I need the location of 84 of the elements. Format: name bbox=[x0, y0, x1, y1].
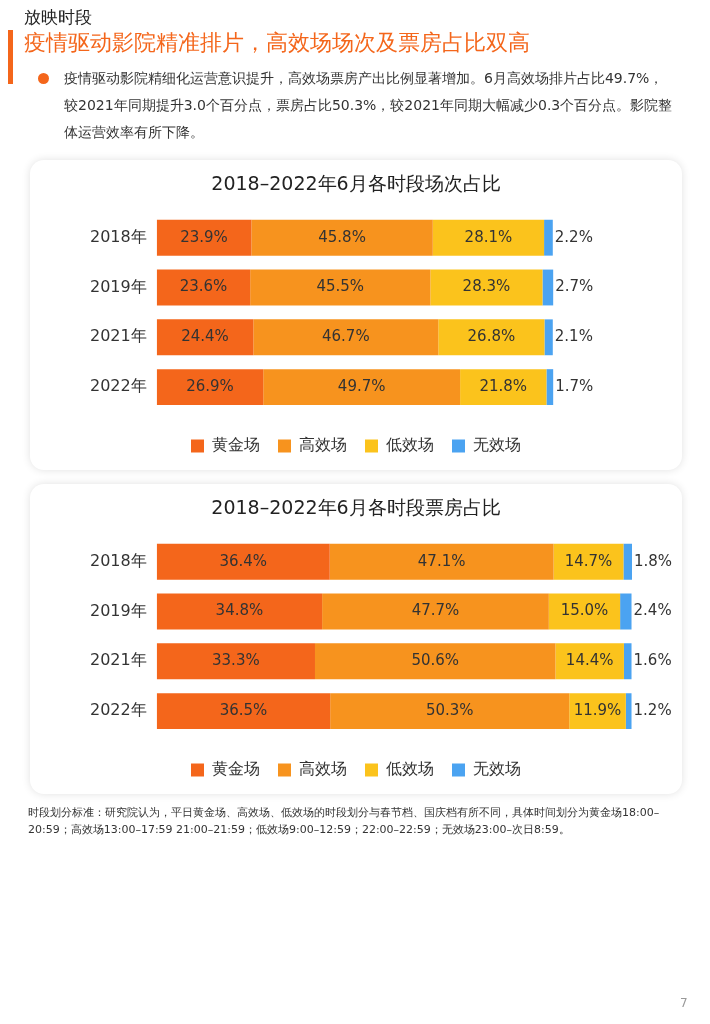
text: 时段划分标准：研究院认为，平日黄金场、高效场、低效场的时段划分与春节档、国庆档有所不同，具体时间划分为黄金场18:00–20:59；高效场13:00–17:59 21:00–21:59；低效场9:00–12:59；22:00–22:59；无效场23:00–次日8:59。 bbox=[28, 805, 661, 838]
bar bbox=[156, 593, 323, 630]
bar bbox=[438, 319, 545, 356]
bar bbox=[263, 369, 461, 406]
bar bbox=[329, 543, 554, 580]
data-label: 26.8% bbox=[467, 327, 516, 346]
legend-label: 无效场 bbox=[473, 435, 521, 455]
y-tick-label: 2018年 bbox=[90, 550, 147, 570]
text: 放映时段 bbox=[24, 6, 93, 29]
data-label: 2.2% bbox=[554, 227, 593, 246]
legend-label: 低效场 bbox=[386, 759, 434, 779]
data-label: 15.0% bbox=[560, 601, 609, 620]
bar bbox=[250, 269, 431, 306]
data-label: 21.8% bbox=[479, 376, 528, 395]
bar bbox=[156, 643, 315, 680]
bar bbox=[625, 693, 632, 730]
bar bbox=[253, 319, 439, 356]
y-tick-label: 2022年 bbox=[90, 700, 147, 720]
data-label: 45.8% bbox=[318, 227, 366, 246]
data-label: 36.4% bbox=[219, 551, 268, 570]
y-tick-label: 2019年 bbox=[90, 276, 147, 296]
bar bbox=[432, 219, 545, 256]
data-label: 11.9% bbox=[573, 700, 622, 719]
text: 疫情驱动影院精细化运营意识提升，高效场票房产出比例显著增加。6月高效场排片占比49.7%，较2021年同期提升3.0个百分点，票房占比50.3%，较2021年同期大幅减少0.3个百分点。影院整体运营效率有所下降。 bbox=[64, 69, 674, 142]
bar bbox=[156, 543, 330, 580]
data-label: 1.6% bbox=[633, 651, 672, 670]
data-label: 1.2% bbox=[633, 700, 672, 719]
bar bbox=[553, 543, 624, 580]
y-tick-label: 2022年 bbox=[90, 376, 147, 396]
bar bbox=[623, 543, 632, 580]
bar bbox=[251, 219, 433, 256]
data-label: 46.7% bbox=[322, 327, 370, 346]
data-label: 36.5% bbox=[219, 700, 268, 719]
bar bbox=[156, 693, 331, 730]
bar bbox=[623, 643, 632, 680]
data-label: 2.1% bbox=[554, 327, 593, 346]
y-tick-label: 2021年 bbox=[90, 326, 147, 346]
data-label: 2.7% bbox=[555, 277, 594, 296]
data-label: 23.9% bbox=[180, 227, 228, 246]
bar bbox=[555, 643, 624, 680]
bar bbox=[156, 319, 254, 356]
bar bbox=[156, 219, 252, 256]
data-label: 28.3% bbox=[462, 277, 511, 296]
bar bbox=[330, 693, 570, 730]
data-label: 26.9% bbox=[186, 376, 234, 395]
bar bbox=[156, 369, 264, 406]
data-label: 14.4% bbox=[565, 651, 614, 670]
data-label: 34.8% bbox=[215, 601, 264, 620]
legend-label: 黄金场 bbox=[212, 759, 260, 779]
data-label: 50.6% bbox=[411, 651, 460, 670]
legend-label: 高效场 bbox=[299, 759, 347, 779]
bar bbox=[546, 369, 554, 406]
data-label: 28.1% bbox=[464, 227, 513, 246]
chart-title: 2018–2022年6月各时段票房占比 bbox=[211, 496, 501, 519]
y-tick-label: 2019年 bbox=[90, 600, 147, 620]
bar bbox=[542, 269, 554, 306]
data-label: 49.7% bbox=[337, 376, 386, 395]
bar bbox=[322, 593, 549, 630]
bar bbox=[544, 319, 553, 356]
data-label: 47.7% bbox=[411, 601, 460, 620]
data-label: 24.4% bbox=[181, 327, 229, 346]
bar bbox=[544, 219, 553, 256]
text: 疫情驱动影院精准排片，高效场场次及票房占比双高 bbox=[24, 29, 531, 57]
data-label: 23.6% bbox=[179, 277, 228, 296]
chart-title: 2018–2022年6月各时段场次占比 bbox=[211, 172, 501, 195]
data-label: 2.4% bbox=[633, 601, 672, 620]
y-tick-label: 2018年 bbox=[90, 226, 147, 246]
text: 7 bbox=[680, 995, 688, 1012]
data-label: 45.5% bbox=[316, 277, 365, 296]
data-label: 50.3% bbox=[425, 700, 474, 719]
bar bbox=[430, 269, 543, 306]
data-label: 1.7% bbox=[555, 376, 594, 395]
legend-label: 低效场 bbox=[386, 435, 434, 455]
y-tick-label: 2021年 bbox=[90, 650, 147, 670]
data-label: 1.8% bbox=[634, 551, 673, 570]
bar bbox=[460, 369, 547, 406]
legend-label: 黄金场 bbox=[212, 435, 260, 455]
bar bbox=[620, 593, 632, 630]
data-label: 33.3% bbox=[212, 651, 260, 670]
legend-label: 高效场 bbox=[299, 435, 347, 455]
data-label: 14.7% bbox=[564, 551, 613, 570]
legend-label: 无效场 bbox=[473, 759, 521, 779]
data-label: 47.1% bbox=[417, 551, 466, 570]
bar bbox=[314, 643, 556, 680]
